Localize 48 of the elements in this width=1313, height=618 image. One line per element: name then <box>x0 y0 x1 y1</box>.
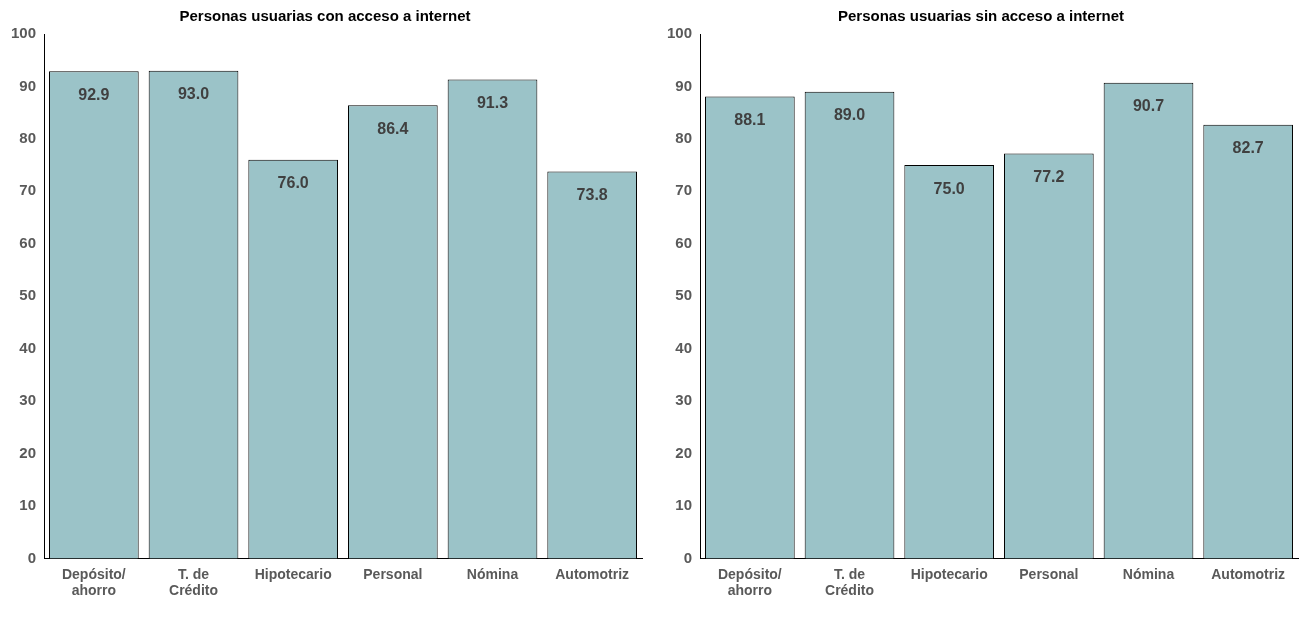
data-label: 76.0 <box>277 174 309 192</box>
data-label: 93.0 <box>177 85 210 103</box>
x-tick-label: T. de Crédito <box>825 565 875 599</box>
x-tick-label: Automotriz <box>1211 565 1286 582</box>
data-label: 91.3 <box>476 94 509 112</box>
y-tick-label: 10 <box>675 496 693 514</box>
y-tick-label: 90 <box>19 76 37 94</box>
y-tick-label: 70 <box>675 181 693 199</box>
data-label: 90.7 <box>1132 97 1165 115</box>
x-tick-label: Depósito/ ahorro <box>717 565 782 599</box>
y-tick-label: 20 <box>19 443 37 461</box>
data-label: 89.0 <box>833 106 866 124</box>
data-label: 92.9 <box>78 85 110 103</box>
x-tick-label: Personal <box>363 565 423 582</box>
data-label: 86.4 <box>377 119 409 137</box>
x-tick-label: Nómina <box>466 565 519 582</box>
y-tick-label: 30 <box>675 391 693 409</box>
y-tick-label: 100 <box>667 24 693 42</box>
data-label: 82.7 <box>1232 139 1264 157</box>
y-tick-label: 40 <box>19 338 37 356</box>
y-tick-label: 50 <box>19 286 37 304</box>
y-tick-label: 80 <box>19 129 37 147</box>
x-tick-label: Hipotecario <box>254 565 332 582</box>
y-tick-label: 70 <box>19 181 37 199</box>
y-tick-label: 80 <box>675 129 693 147</box>
chart-title: Personas usuarias sin acceso a internet <box>838 7 1124 25</box>
data-label: 88.1 <box>734 110 766 128</box>
x-tick-label: Personal <box>1019 565 1079 582</box>
x-tick-label: T. de Crédito <box>169 565 219 599</box>
data-label: 73.8 <box>576 185 608 203</box>
chart-title: Personas usuarias con acceso a internet <box>179 7 471 25</box>
y-tick-label: 90 <box>675 76 693 94</box>
y-tick-label: 0 <box>27 548 37 566</box>
y-tick-label: 60 <box>19 233 37 251</box>
data-label: 77.2 <box>1033 167 1065 185</box>
y-tick-label: 100 <box>11 24 37 42</box>
x-tick-label: Depósito/ ahorro <box>61 565 126 599</box>
x-tick-label: Nómina <box>1122 565 1175 582</box>
y-tick-label: 20 <box>675 443 693 461</box>
data-label: 75.0 <box>933 179 965 197</box>
x-tick-label: Hipotecario <box>910 565 988 582</box>
y-tick-label: 30 <box>19 391 37 409</box>
y-tick-label: 0 <box>683 548 693 566</box>
y-tick-label: 40 <box>675 338 693 356</box>
y-tick-label: 10 <box>19 496 37 514</box>
x-tick-label: Automotriz <box>555 565 630 582</box>
y-tick-label: 50 <box>675 286 693 304</box>
y-tick-label: 60 <box>675 233 693 251</box>
